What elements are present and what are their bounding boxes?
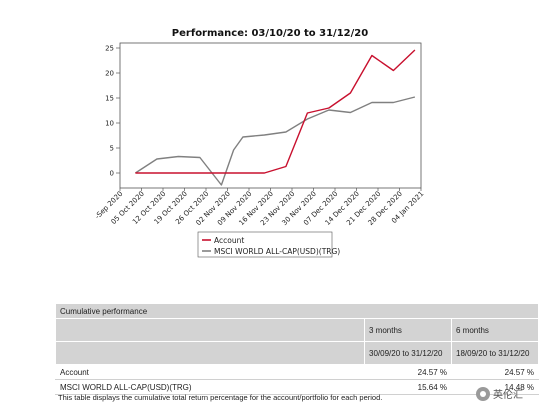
row-value-msci-6m: 14.48 % <box>451 379 539 395</box>
row-name-msci: MSCI WORLD ALL-CAP(USD)(TRG) <box>55 379 365 395</box>
y-tick-label: 25 <box>105 45 114 53</box>
watermark: 英伦汇 <box>476 386 523 401</box>
series-line-msci <box>135 96 416 186</box>
y-tick-label: 15 <box>105 95 114 103</box>
table-row: Account 24.57 % 24.57 % <box>55 364 539 380</box>
table-footnote: This table displays the cumulative total… <box>58 393 383 402</box>
cumulative-performance-table: Cumulative performance 3 months 6 months… <box>55 303 539 395</box>
performance-chart: Performance: 03/10/20 to 31/12/20 0 5 10 15… <box>93 28 425 258</box>
plot-area <box>119 42 422 189</box>
period-range-3m: 30/09/20 to 31/12/20 <box>364 341 452 365</box>
y-tick-label: 10 <box>105 120 114 128</box>
table-spacer-cell <box>55 341 365 365</box>
series-line-account <box>135 49 416 174</box>
table-period-row: 3 months 6 months <box>55 318 539 342</box>
row-value-account-3m: 24.57 % <box>364 364 452 380</box>
legend-label-msci: MSCI WORLD ALL-CAP(USD)(TRG) <box>214 247 340 256</box>
period-range-6m: 18/09/20 to 31/12/20 <box>451 341 539 365</box>
period-label-6m: 6 months <box>451 318 539 342</box>
table-range-row: 30/09/20 to 31/12/20 18/09/20 to 31/12/2… <box>55 341 539 365</box>
period-label-3m: 3 months <box>364 318 452 342</box>
series-lines <box>135 49 416 186</box>
wechat-icon <box>476 386 490 401</box>
table-row: MSCI WORLD ALL-CAP(USD)(TRG) 15.64 % 14.… <box>55 379 539 395</box>
chart-title: Performance: 03/10/20 to 31/12/20 <box>172 28 368 39</box>
y-tick-label: 20 <box>105 70 114 78</box>
legend-label-account: Account <box>214 236 244 245</box>
row-value-account-6m: 24.57 % <box>451 364 539 380</box>
legend: Account MSCI WORLD ALL-CAP(USD)(TRG) <box>197 231 340 258</box>
watermark-text: 英伦汇 <box>493 390 523 401</box>
table-heading: Cumulative performance <box>55 303 539 319</box>
y-tick-label: 0 <box>110 170 114 178</box>
row-name-account: Account <box>55 364 365 380</box>
table-spacer-cell <box>55 318 365 342</box>
y-tick-label: 5 <box>110 145 114 153</box>
legend-box <box>197 231 333 258</box>
table-heading-row: Cumulative performance <box>55 303 539 319</box>
